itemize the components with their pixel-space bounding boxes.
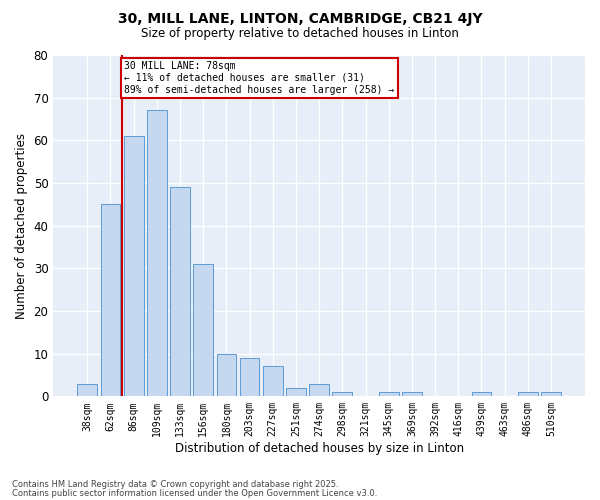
- Bar: [309, 384, 329, 396]
- Bar: [402, 392, 422, 396]
- Bar: [193, 264, 213, 396]
- Bar: [332, 392, 352, 396]
- Bar: [263, 366, 283, 396]
- Y-axis label: Number of detached properties: Number of detached properties: [15, 132, 28, 318]
- Text: Contains public sector information licensed under the Open Government Licence v3: Contains public sector information licen…: [12, 489, 377, 498]
- X-axis label: Distribution of detached houses by size in Linton: Distribution of detached houses by size …: [175, 442, 464, 455]
- Text: 30 MILL LANE: 78sqm
← 11% of detached houses are smaller (31)
89% of semi-detach: 30 MILL LANE: 78sqm ← 11% of detached ho…: [124, 62, 394, 94]
- Bar: [240, 358, 259, 397]
- Bar: [147, 110, 167, 397]
- Bar: [77, 384, 97, 396]
- Text: Contains HM Land Registry data © Crown copyright and database right 2025.: Contains HM Land Registry data © Crown c…: [12, 480, 338, 489]
- Text: Size of property relative to detached houses in Linton: Size of property relative to detached ho…: [141, 28, 459, 40]
- Bar: [124, 136, 143, 396]
- Text: 30, MILL LANE, LINTON, CAMBRIDGE, CB21 4JY: 30, MILL LANE, LINTON, CAMBRIDGE, CB21 4…: [118, 12, 482, 26]
- Bar: [518, 392, 538, 396]
- Bar: [217, 354, 236, 397]
- Bar: [286, 388, 306, 396]
- Bar: [101, 204, 121, 396]
- Bar: [472, 392, 491, 396]
- Bar: [541, 392, 561, 396]
- Bar: [379, 392, 398, 396]
- Bar: [170, 188, 190, 396]
